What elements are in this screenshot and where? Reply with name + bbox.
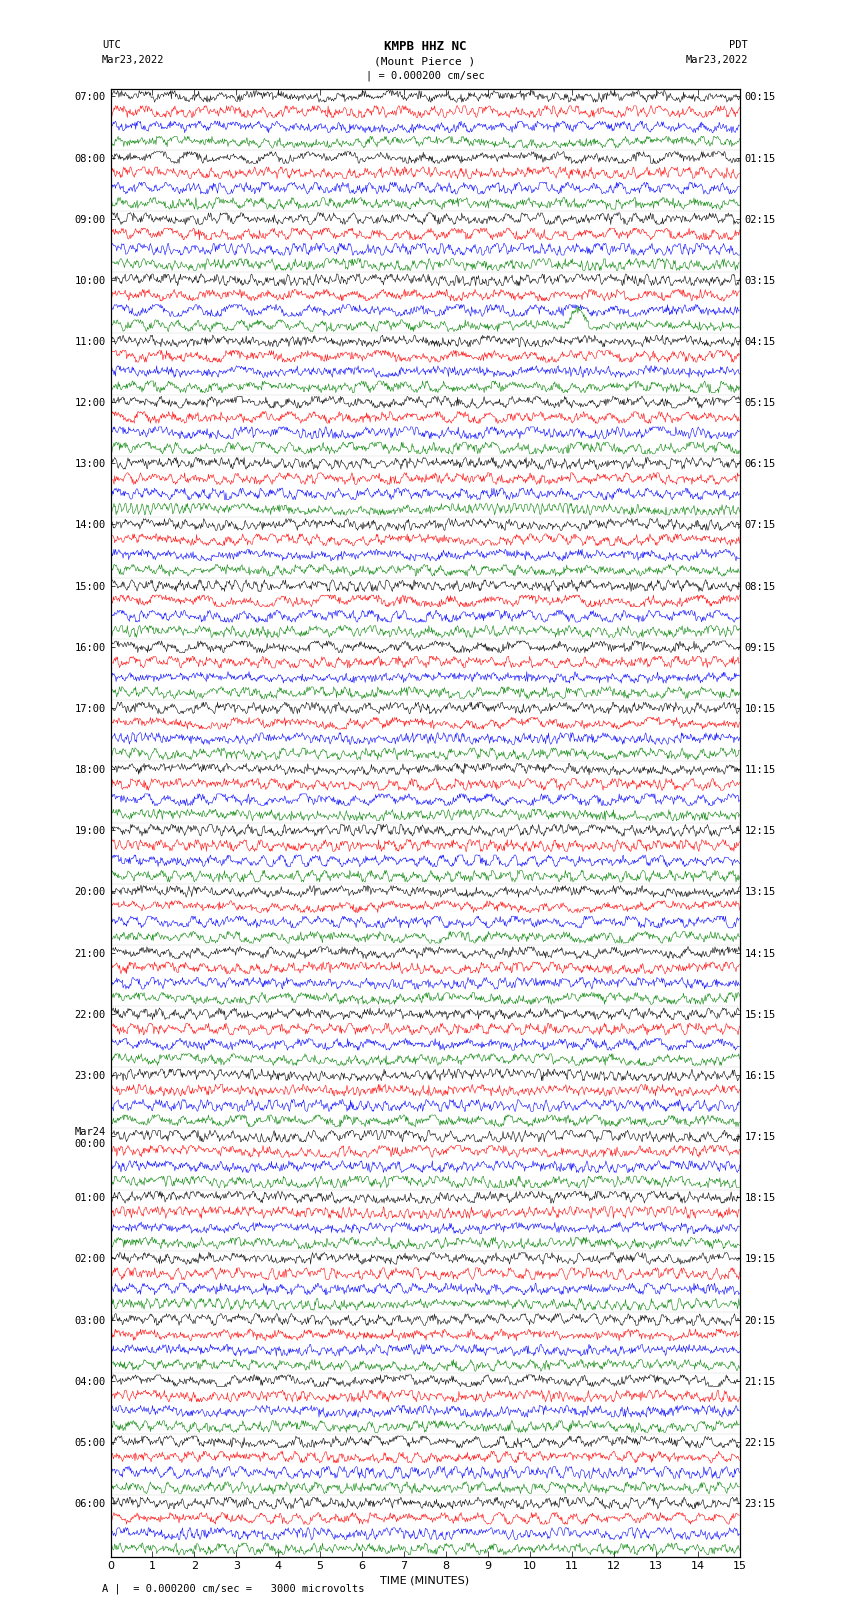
Text: UTC: UTC <box>102 40 121 50</box>
Text: Mar23,2022: Mar23,2022 <box>685 55 748 65</box>
Text: (Mount Pierce ): (Mount Pierce ) <box>374 56 476 66</box>
Text: Mar23,2022: Mar23,2022 <box>102 55 165 65</box>
Text: PDT: PDT <box>729 40 748 50</box>
X-axis label: TIME (MINUTES): TIME (MINUTES) <box>381 1576 469 1586</box>
Text: | = 0.000200 cm/sec: | = 0.000200 cm/sec <box>366 71 484 82</box>
Text: KMPB HHZ NC: KMPB HHZ NC <box>383 40 467 53</box>
Text: A |  = 0.000200 cm/sec =   3000 microvolts: A | = 0.000200 cm/sec = 3000 microvolts <box>102 1582 365 1594</box>
